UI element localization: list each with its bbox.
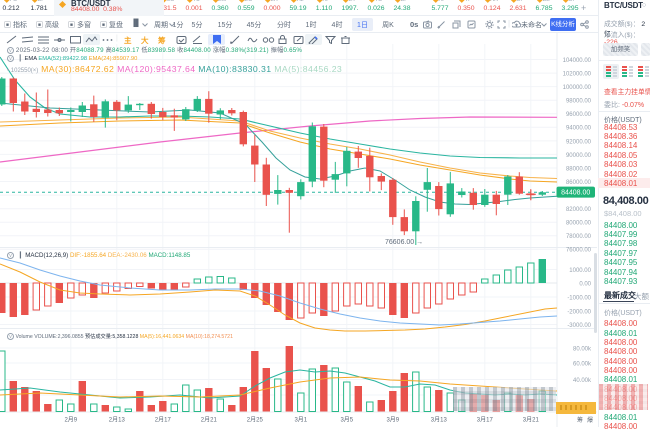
svg-text:76606.00 →: 76606.00 →: [385, 239, 423, 246]
svg-text:104000.00: 104000.00: [563, 58, 592, 64]
svg-text:3月21: 3月21: [523, 417, 540, 424]
svg-text:-1000.00: -1000.00: [567, 295, 591, 301]
svg-text:98000.00: 98000.00: [566, 99, 592, 105]
svg-text:筹: 筹: [577, 416, 583, 424]
svg-text:82000.00: 82000.00: [566, 207, 592, 213]
svg-text:3月1: 3月1: [294, 417, 307, 424]
svg-text:2月13: 2月13: [109, 417, 126, 424]
svg-text:84408.00: 84408.00: [561, 190, 590, 197]
svg-text:96000.00: 96000.00: [566, 112, 592, 118]
svg-text:94000.00: 94000.00: [566, 126, 592, 132]
svg-text:-2000.00: -2000.00: [567, 309, 591, 315]
svg-text:3月5: 3月5: [340, 417, 353, 424]
svg-text:78000.00: 78000.00: [566, 234, 592, 240]
svg-text:2月25: 2月25: [247, 417, 264, 424]
svg-text:2月21: 2月21: [201, 417, 218, 424]
svg-text:1000.00: 1000.00: [569, 268, 591, 274]
svg-text:3月13: 3月13: [431, 417, 448, 424]
svg-text:-3000.00: -3000.00: [567, 323, 591, 329]
svg-text:0.00: 0.00: [579, 281, 591, 287]
svg-text:76000.00: 76000.00: [566, 248, 592, 254]
svg-text:90000.00: 90000.00: [566, 153, 592, 159]
svg-text:102000.00: 102000.00: [563, 72, 592, 78]
svg-text:88000.00: 88000.00: [566, 166, 592, 172]
svg-text:60.00k: 60.00k: [573, 361, 592, 367]
svg-text:92000.00: 92000.00: [566, 139, 592, 145]
svg-text:80000.00: 80000.00: [566, 221, 592, 227]
svg-text:100000.00: 100000.00: [563, 85, 592, 91]
svg-text:80.00k: 80.00k: [573, 346, 592, 352]
svg-text:86000.00: 86000.00: [566, 180, 592, 186]
svg-text:2月9: 2月9: [64, 417, 77, 424]
svg-text:2月17: 2月17: [155, 417, 172, 424]
svg-text:3月9: 3月9: [386, 417, 399, 424]
svg-text:3月17: 3月17: [477, 417, 494, 424]
svg-text:爆: 爆: [587, 416, 593, 424]
svg-text:40.00k: 40.00k: [573, 378, 592, 384]
